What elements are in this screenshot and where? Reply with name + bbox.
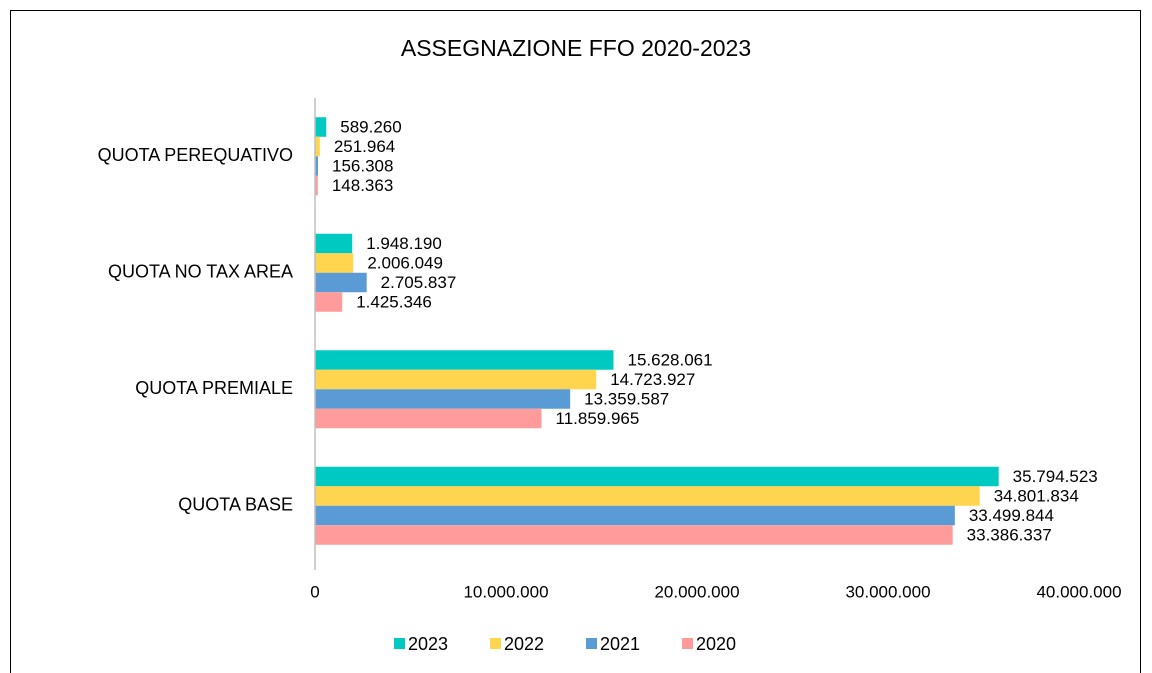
value-label: 13.359.587 — [584, 389, 669, 408]
value-label: 14.723.927 — [610, 370, 695, 389]
legend-label: 2022 — [504, 634, 544, 654]
x-tick-label: 30.000.000 — [845, 582, 930, 601]
y-tick-label: QUOTA NO TAX AREA — [108, 262, 293, 282]
y-tick-label: QUOTA PEREQUATIVO — [98, 145, 293, 165]
value-label: 34.801.834 — [994, 486, 1079, 505]
bar — [315, 292, 343, 312]
legend-label: 2021 — [600, 634, 640, 654]
bar — [315, 389, 571, 409]
bar — [315, 369, 597, 390]
legend-swatch — [586, 638, 597, 649]
x-tick-label: 20.000.000 — [654, 582, 739, 601]
value-label: 156.308 — [332, 156, 393, 175]
value-label: 15.628.061 — [627, 350, 712, 369]
y-tick-label: QUOTA BASE — [178, 495, 293, 515]
bar — [315, 525, 953, 545]
bar — [315, 136, 320, 157]
x-tick-label: 10.000.000 — [463, 582, 548, 601]
value-label: 33.386.337 — [967, 525, 1052, 544]
bar — [315, 156, 318, 176]
bar — [315, 272, 367, 293]
value-label: 2.006.049 — [367, 253, 443, 272]
value-label: 251.964 — [334, 137, 395, 156]
legend-swatch — [490, 638, 501, 649]
value-label: 2.705.837 — [381, 273, 457, 292]
value-label: 11.859.965 — [556, 409, 640, 428]
bar — [315, 350, 614, 370]
legend-swatch — [394, 638, 405, 649]
chart-border — [10, 10, 1141, 673]
bar — [315, 466, 999, 487]
value-label: 589.260 — [340, 117, 401, 136]
legend-swatch — [682, 638, 693, 649]
chart-title: ASSEGNAZIONE FFO 2020-2023 — [401, 35, 751, 61]
legend-label: 2023 — [408, 634, 448, 654]
bar — [315, 408, 542, 429]
bar — [315, 486, 980, 506]
x-tick-label: 0 — [310, 582, 319, 601]
bar — [315, 175, 318, 196]
bar — [315, 117, 327, 137]
value-label: 35.794.523 — [1013, 467, 1098, 486]
x-tick-label: 40.000.000 — [1036, 582, 1121, 601]
value-label: 33.499.844 — [969, 506, 1054, 525]
legend-label: 2020 — [696, 634, 736, 654]
value-label: 1.948.190 — [366, 234, 442, 253]
value-label: 1.425.346 — [356, 292, 432, 311]
bar — [315, 505, 955, 526]
bar — [315, 233, 353, 254]
y-tick-label: QUOTA PREMIALE — [135, 378, 293, 398]
value-label: 148.363 — [332, 176, 393, 195]
bar — [315, 253, 354, 273]
